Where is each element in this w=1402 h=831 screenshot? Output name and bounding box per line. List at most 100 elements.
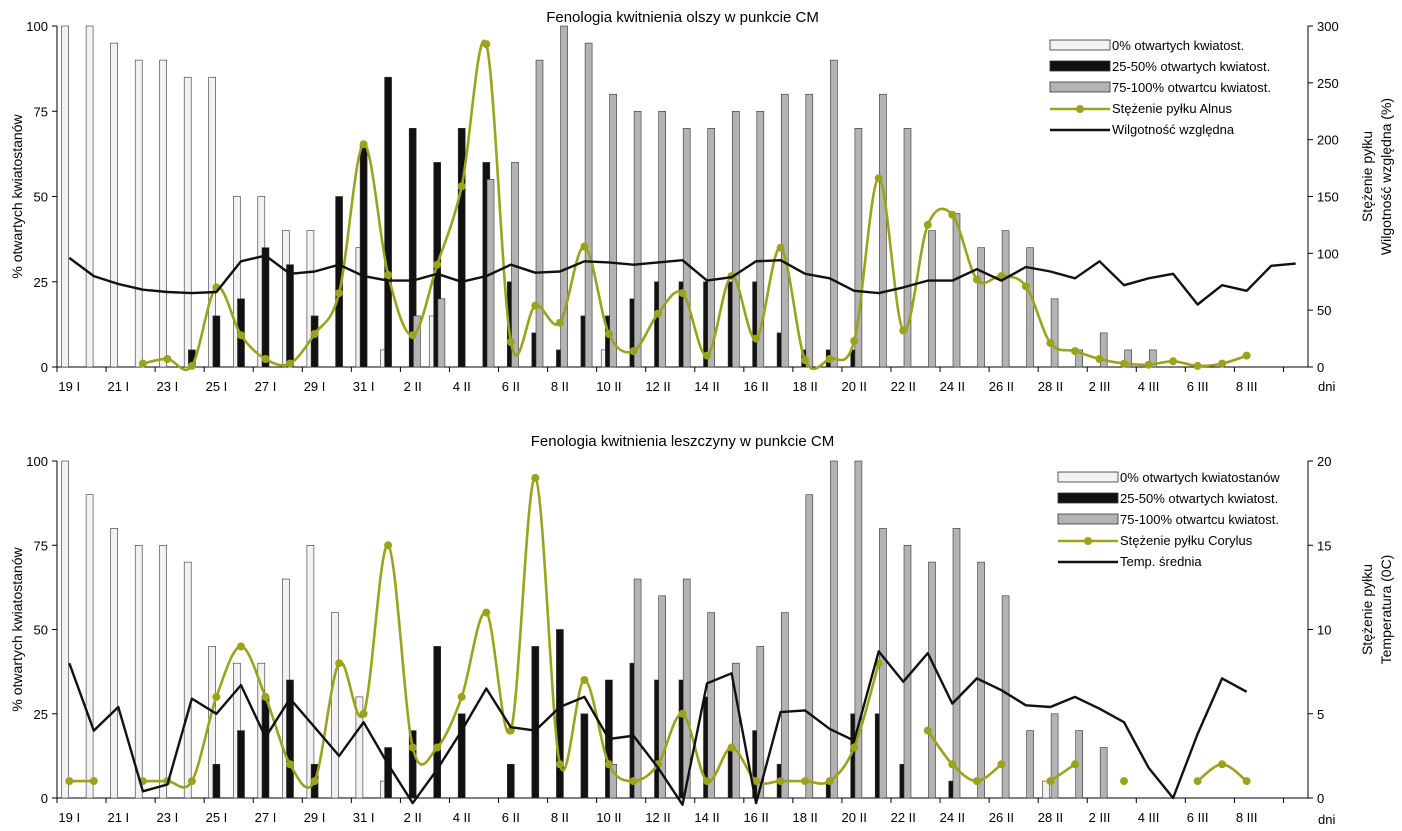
y2-axis-label-line1: Stężenie pyłku bbox=[1359, 564, 1375, 655]
pollen-point bbox=[1242, 351, 1251, 360]
y2-tick-label: 300 bbox=[1317, 19, 1339, 34]
pollen-point bbox=[187, 361, 196, 370]
bar-dark bbox=[212, 763, 221, 799]
x-tick-label: 18 II bbox=[792, 810, 817, 825]
bar-dark bbox=[212, 315, 221, 368]
pollen-point bbox=[604, 330, 613, 338]
bar-gray bbox=[682, 578, 691, 799]
reference-line bbox=[68, 254, 1296, 306]
bar-gray bbox=[682, 128, 691, 368]
y2-tick-label: 0 bbox=[1317, 791, 1324, 806]
y-tick-label: 50 bbox=[34, 623, 48, 638]
bar-dark bbox=[310, 315, 319, 368]
x-tick-label: 4 II bbox=[453, 379, 471, 394]
x-unit-label: dni bbox=[1318, 812, 1335, 827]
bar-light bbox=[233, 196, 241, 368]
pollen-point bbox=[580, 242, 589, 251]
pollen-point bbox=[923, 220, 932, 229]
bar-dark bbox=[286, 264, 294, 368]
x-tick-label: 31 I bbox=[353, 379, 375, 394]
bar-dark bbox=[556, 629, 564, 799]
bar-gray bbox=[1099, 332, 1108, 368]
pollen-point bbox=[310, 330, 319, 338]
pollen-point bbox=[1071, 347, 1079, 356]
y2-tick-label: 15 bbox=[1317, 538, 1331, 553]
x-tick-label: 24 II bbox=[940, 810, 965, 825]
pollen-point bbox=[604, 760, 613, 769]
bar-light bbox=[134, 544, 143, 799]
bar-light bbox=[85, 494, 94, 799]
bar-gray bbox=[1001, 230, 1010, 368]
legend-label: 75-100% otwartcu kwiatost. bbox=[1120, 512, 1279, 527]
x-tick-label: 10 II bbox=[596, 379, 621, 394]
bar-gray bbox=[928, 561, 936, 799]
bar-dark bbox=[580, 713, 589, 799]
y-axis-label: % otwartych kwiatostanów bbox=[9, 114, 25, 279]
pollen-point bbox=[531, 301, 540, 310]
bar-gray bbox=[658, 595, 667, 799]
bar-gray bbox=[805, 93, 814, 368]
x-tick-label: 25 I bbox=[206, 810, 228, 825]
pollen-point bbox=[1218, 359, 1227, 368]
y-tick-label: 0 bbox=[41, 791, 48, 806]
bar-gray bbox=[1050, 298, 1059, 368]
x-unit-label: dni bbox=[1318, 379, 1335, 394]
y-tick-label: 100 bbox=[26, 19, 48, 34]
bar-dark bbox=[408, 128, 417, 368]
pollen-point bbox=[457, 692, 466, 701]
bar-dark bbox=[457, 713, 466, 799]
y2-tick-label: 20 bbox=[1317, 454, 1331, 469]
legend-label: 0% otwartych kwiatostanów bbox=[1120, 470, 1280, 485]
pollen-point bbox=[359, 709, 368, 718]
bar-light bbox=[355, 696, 364, 799]
pollen-point bbox=[629, 347, 638, 356]
bar-gray bbox=[437, 298, 446, 368]
pollen-point bbox=[776, 777, 785, 786]
bar-gray bbox=[633, 111, 642, 368]
pollen-point bbox=[384, 541, 393, 550]
y-tick-label: 25 bbox=[34, 707, 48, 722]
y-axis-label: % otwartych kwiatostanów bbox=[9, 547, 25, 712]
bar-gray bbox=[707, 128, 716, 368]
y2-tick-label: 100 bbox=[1317, 246, 1339, 261]
y2-tick-label: 5 bbox=[1317, 707, 1324, 722]
pollen-point bbox=[555, 318, 564, 327]
chart-1: Fenologia kwitnienia olszy w punkcie CM 0… bbox=[9, 9, 1394, 394]
x-tick-label: 22 II bbox=[891, 810, 916, 825]
bar-gray bbox=[854, 128, 863, 368]
pollen-point bbox=[703, 777, 711, 786]
pollen-point bbox=[1218, 760, 1227, 769]
legend-label: Wilgotność względna bbox=[1112, 122, 1235, 137]
pollen-point bbox=[335, 659, 344, 668]
pollen-point bbox=[433, 260, 442, 269]
bar-light bbox=[61, 25, 69, 368]
bar-light bbox=[110, 528, 118, 799]
pollen-line bbox=[926, 729, 1003, 783]
bar-gray bbox=[952, 528, 961, 799]
y2-tick-label: 50 bbox=[1317, 303, 1331, 318]
x-tick-label: 4 III bbox=[1138, 379, 1160, 394]
pollen-point bbox=[335, 289, 344, 298]
pollen-point bbox=[1021, 282, 1030, 291]
x-tick-label: 21 I bbox=[107, 810, 129, 825]
x-tick-label: 6 III bbox=[1187, 810, 1209, 825]
y-tick-label: 75 bbox=[34, 104, 48, 119]
bar-light bbox=[183, 561, 192, 799]
x-tick-label: 8 III bbox=[1236, 379, 1258, 394]
pollen-point bbox=[237, 331, 245, 340]
y2-axis-label-line2: Temperatura (0C) bbox=[1378, 555, 1394, 665]
pollen-point bbox=[310, 777, 319, 786]
legend-label: Stężenie pyłku Corylus bbox=[1120, 533, 1253, 548]
bar-light bbox=[183, 76, 192, 368]
pollen-point bbox=[261, 692, 270, 701]
x-tick-label: 18 II bbox=[792, 379, 817, 394]
x-tick-label: 8 II bbox=[551, 810, 569, 825]
bar-gray bbox=[1075, 349, 1083, 368]
pollen-point bbox=[801, 777, 810, 786]
bar-light bbox=[306, 544, 315, 799]
bar-light bbox=[61, 460, 69, 799]
x-tick-label: 25 I bbox=[206, 379, 228, 394]
pollen-point bbox=[678, 709, 687, 718]
pollen-point bbox=[65, 777, 74, 786]
